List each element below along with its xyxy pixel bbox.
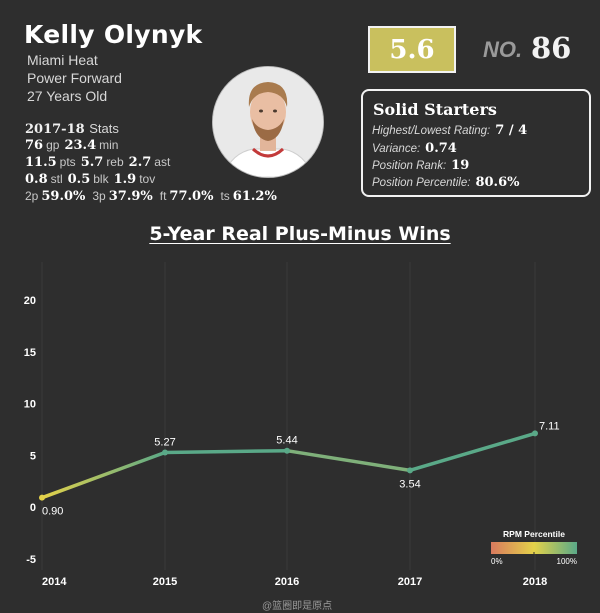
stat-value: 61.2% [232, 189, 277, 204]
data-point [162, 449, 168, 456]
stat-row: 0.8 stl 0.5 blk 1.9 tov [25, 172, 160, 187]
rating-score-box: 5.6 [368, 26, 456, 73]
stat-unit: ft [159, 189, 167, 203]
player-position: Power Forward [27, 70, 122, 86]
stat-unit: gp [46, 138, 60, 152]
data-label: 3.54 [399, 478, 420, 490]
y-tick-label: 10 [24, 399, 36, 411]
stat-row: 11.5 pts 5.7 reb 2.7 ast [25, 155, 175, 170]
stat-value: 77.0% [169, 189, 214, 204]
data-label: 7.11 [539, 420, 560, 432]
stat-value: 0.8 [25, 172, 48, 187]
stat-unit: tov [139, 172, 156, 186]
stat-unit: ts [220, 189, 230, 203]
stats-heading: 2017-18 Stats [25, 121, 119, 137]
stat-value: 37.9% [108, 189, 153, 204]
rank-label: NO. [483, 37, 523, 62]
player-portrait-icon [213, 67, 323, 177]
y-tick-label: 0 [30, 502, 36, 514]
stat-unit: stl [50, 172, 63, 186]
legend-gradient-bar [491, 542, 577, 554]
stat-value: 5.7 [80, 155, 104, 170]
tier-title: Solid Starters [373, 100, 497, 119]
tier-row: Highest/Lowest Rating: 7 / 4 [372, 123, 527, 138]
series-segment [408, 431, 537, 473]
player-photo [212, 66, 324, 178]
x-tick-label: 2017 [398, 576, 422, 588]
series-segment [40, 450, 167, 500]
stat-unit: ast [154, 155, 171, 169]
tier-row: Variance: 0.74 [372, 141, 457, 156]
data-label: 0.90 [42, 506, 63, 518]
y-tick-label: 20 [24, 295, 36, 307]
tier-row-value: 0.74 [425, 141, 457, 156]
legend-title: RPM Percentile [503, 529, 565, 539]
watermark: @篮圈即是原点 [262, 601, 333, 612]
stat-unit: blk [93, 172, 109, 186]
tier-row-value: 19 [451, 158, 470, 173]
series-segment [285, 448, 412, 473]
rpm-percentile-legend: RPM Percentile 0% 100% [491, 529, 577, 566]
chart-title-text: 5-Year Real Plus-Minus Wins [149, 223, 451, 245]
data-label: 5.44 [276, 435, 297, 447]
stat-value: 11.5 [25, 155, 57, 170]
stat-unit: min [99, 138, 119, 152]
data-point [39, 494, 45, 501]
data-point [532, 430, 538, 437]
tier-row: Position Percentile: 80.6% [372, 175, 519, 190]
stat-value: 76 [25, 138, 44, 153]
x-tick-label: 2015 [153, 576, 177, 588]
stat-unit: pts [59, 155, 76, 169]
y-tick-label: 15 [24, 347, 36, 359]
tier-panel: Solid Starters Highest/Lowest Rating: 7 /… [361, 89, 591, 197]
player-age: 27 Years Old [27, 88, 108, 104]
x-tick-label: 2014 [42, 576, 67, 588]
y-tick-label: 5 [30, 450, 36, 462]
x-tick-label: 2016 [275, 576, 299, 588]
stats-season: 2017-18 [25, 122, 85, 137]
stat-value: 23.4 [64, 138, 97, 153]
stat-value: 2.7 [128, 155, 152, 170]
stat-value: 0.5 [67, 172, 91, 187]
stats-heading-label: Stats [89, 121, 119, 136]
tier-row-label: Position Percentile: [372, 177, 471, 189]
tier-row-value: 7 / 4 [495, 123, 528, 138]
y-tick-label: -5 [26, 554, 36, 566]
legend-min-label: 0% [491, 557, 503, 566]
chart-title: 5-Year Real Plus-Minus Wins [0, 223, 600, 245]
stat-unit: 2p [25, 189, 39, 203]
overall-rank: 86 [531, 31, 572, 65]
x-tick-label: 2018 [523, 576, 547, 588]
series-segment [163, 448, 289, 455]
data-point [284, 447, 290, 454]
legend-max-label: 100% [557, 557, 577, 566]
tier-row-value: 80.6% [475, 175, 520, 190]
stat-unit: 3p [92, 189, 106, 203]
stat-value: 59.0% [41, 189, 86, 204]
stat-row: 76 gp 23.4 min [25, 138, 123, 153]
stat-value: 1.9 [113, 172, 137, 187]
tier-row-label: Variance: [372, 143, 421, 155]
player-name: Kelly Olynyk [24, 20, 203, 49]
tier-row-label: Highest/Lowest Rating: [372, 125, 491, 137]
data-point [407, 467, 413, 474]
tier-row: Position Rank: 19 [372, 158, 469, 173]
rating-score: 5.6 [389, 34, 435, 65]
stat-row: 2p 59.0% 3p 37.9% ft 77.0% ts 61.2% [25, 189, 284, 204]
data-label: 5.27 [154, 436, 175, 448]
team-name: Miami Heat [27, 52, 98, 68]
tier-row-label: Position Rank: [372, 160, 447, 172]
stat-unit: reb [106, 155, 124, 169]
